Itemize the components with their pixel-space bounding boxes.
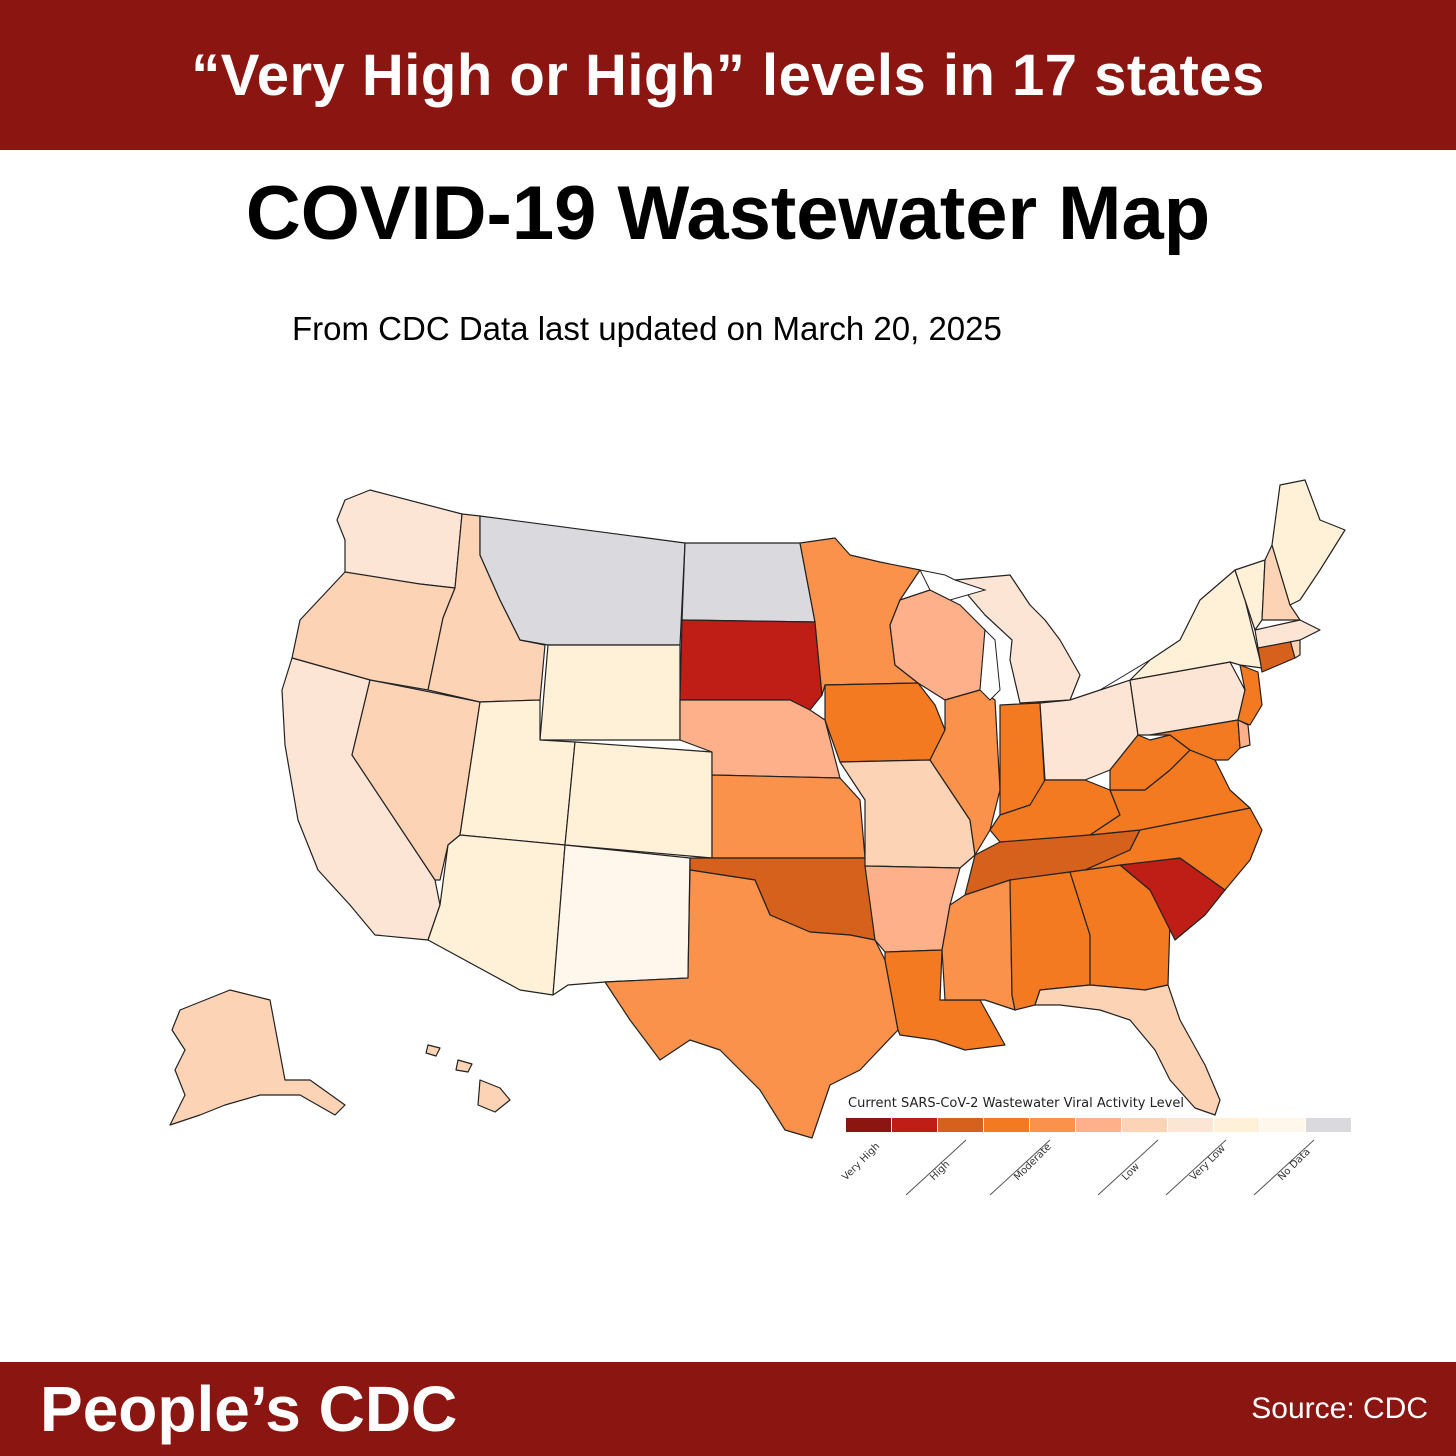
legend-swatch — [938, 1118, 983, 1132]
legend-swatch — [984, 1118, 1029, 1132]
bottom-banner: People’s CDC Source: CDC — [0, 1362, 1456, 1456]
map-subtitle: From CDC Data last updated on March 20, … — [292, 310, 1002, 347]
legend-tick — [1253, 1139, 1315, 1196]
lake-michigan — [979, 628, 1001, 701]
state-ak — [169, 989, 346, 1126]
legend-swatch — [1030, 1118, 1075, 1132]
state-ks — [711, 774, 866, 859]
legend-swatch — [1076, 1118, 1121, 1132]
legend-tick — [905, 1139, 967, 1196]
state-hi-maui — [455, 1059, 473, 1073]
state-ms — [941, 879, 1016, 1011]
state-az — [427, 834, 566, 996]
legend-tick — [989, 1139, 1051, 1196]
legend-swatch — [1122, 1118, 1167, 1132]
state-nh — [1261, 544, 1301, 621]
lake-erie — [1099, 659, 1151, 691]
state-ia — [824, 682, 946, 763]
legend-title: Current SARS-CoV-2 Wastewater Viral Acti… — [848, 1096, 1184, 1111]
state-ny — [1129, 569, 1263, 681]
state-nm — [552, 844, 691, 996]
legend-swatch — [846, 1118, 891, 1132]
state-nj — [1237, 664, 1263, 726]
state-nd — [681, 542, 816, 623]
legend-ticks — [905, 1139, 1315, 1196]
banner-text: “Very High or High” levels in 17 states — [191, 42, 1265, 108]
legend-swatches — [846, 1118, 1351, 1132]
legend-swatch — [1214, 1118, 1259, 1132]
state-hi-main — [477, 1079, 511, 1113]
map-title: COVID-19 Wastewater Map — [245, 171, 1211, 256]
legend-tick — [1097, 1139, 1159, 1196]
lake-superior — [919, 569, 987, 601]
state-hi-oahu — [425, 1044, 441, 1057]
legend-swatch — [1168, 1118, 1213, 1132]
legend-swatch — [892, 1118, 937, 1132]
state-me — [1271, 479, 1346, 606]
legend-swatch — [1260, 1118, 1305, 1132]
state-fl — [1034, 984, 1221, 1116]
state-co — [564, 741, 713, 859]
state-tx — [604, 869, 899, 1139]
state-mi — [954, 574, 1081, 704]
source-text: Source: CDC — [1251, 1392, 1428, 1425]
legend-tick — [1165, 1139, 1227, 1196]
legend-swatch — [1306, 1118, 1351, 1132]
state-ma — [1254, 619, 1321, 649]
state-wy — [539, 644, 681, 741]
state-sd — [679, 619, 823, 711]
brand-logo: People’s CDC — [40, 1373, 458, 1445]
state-vt — [1234, 559, 1266, 631]
top-banner: “Very High or High” levels in 17 states — [0, 0, 1456, 150]
